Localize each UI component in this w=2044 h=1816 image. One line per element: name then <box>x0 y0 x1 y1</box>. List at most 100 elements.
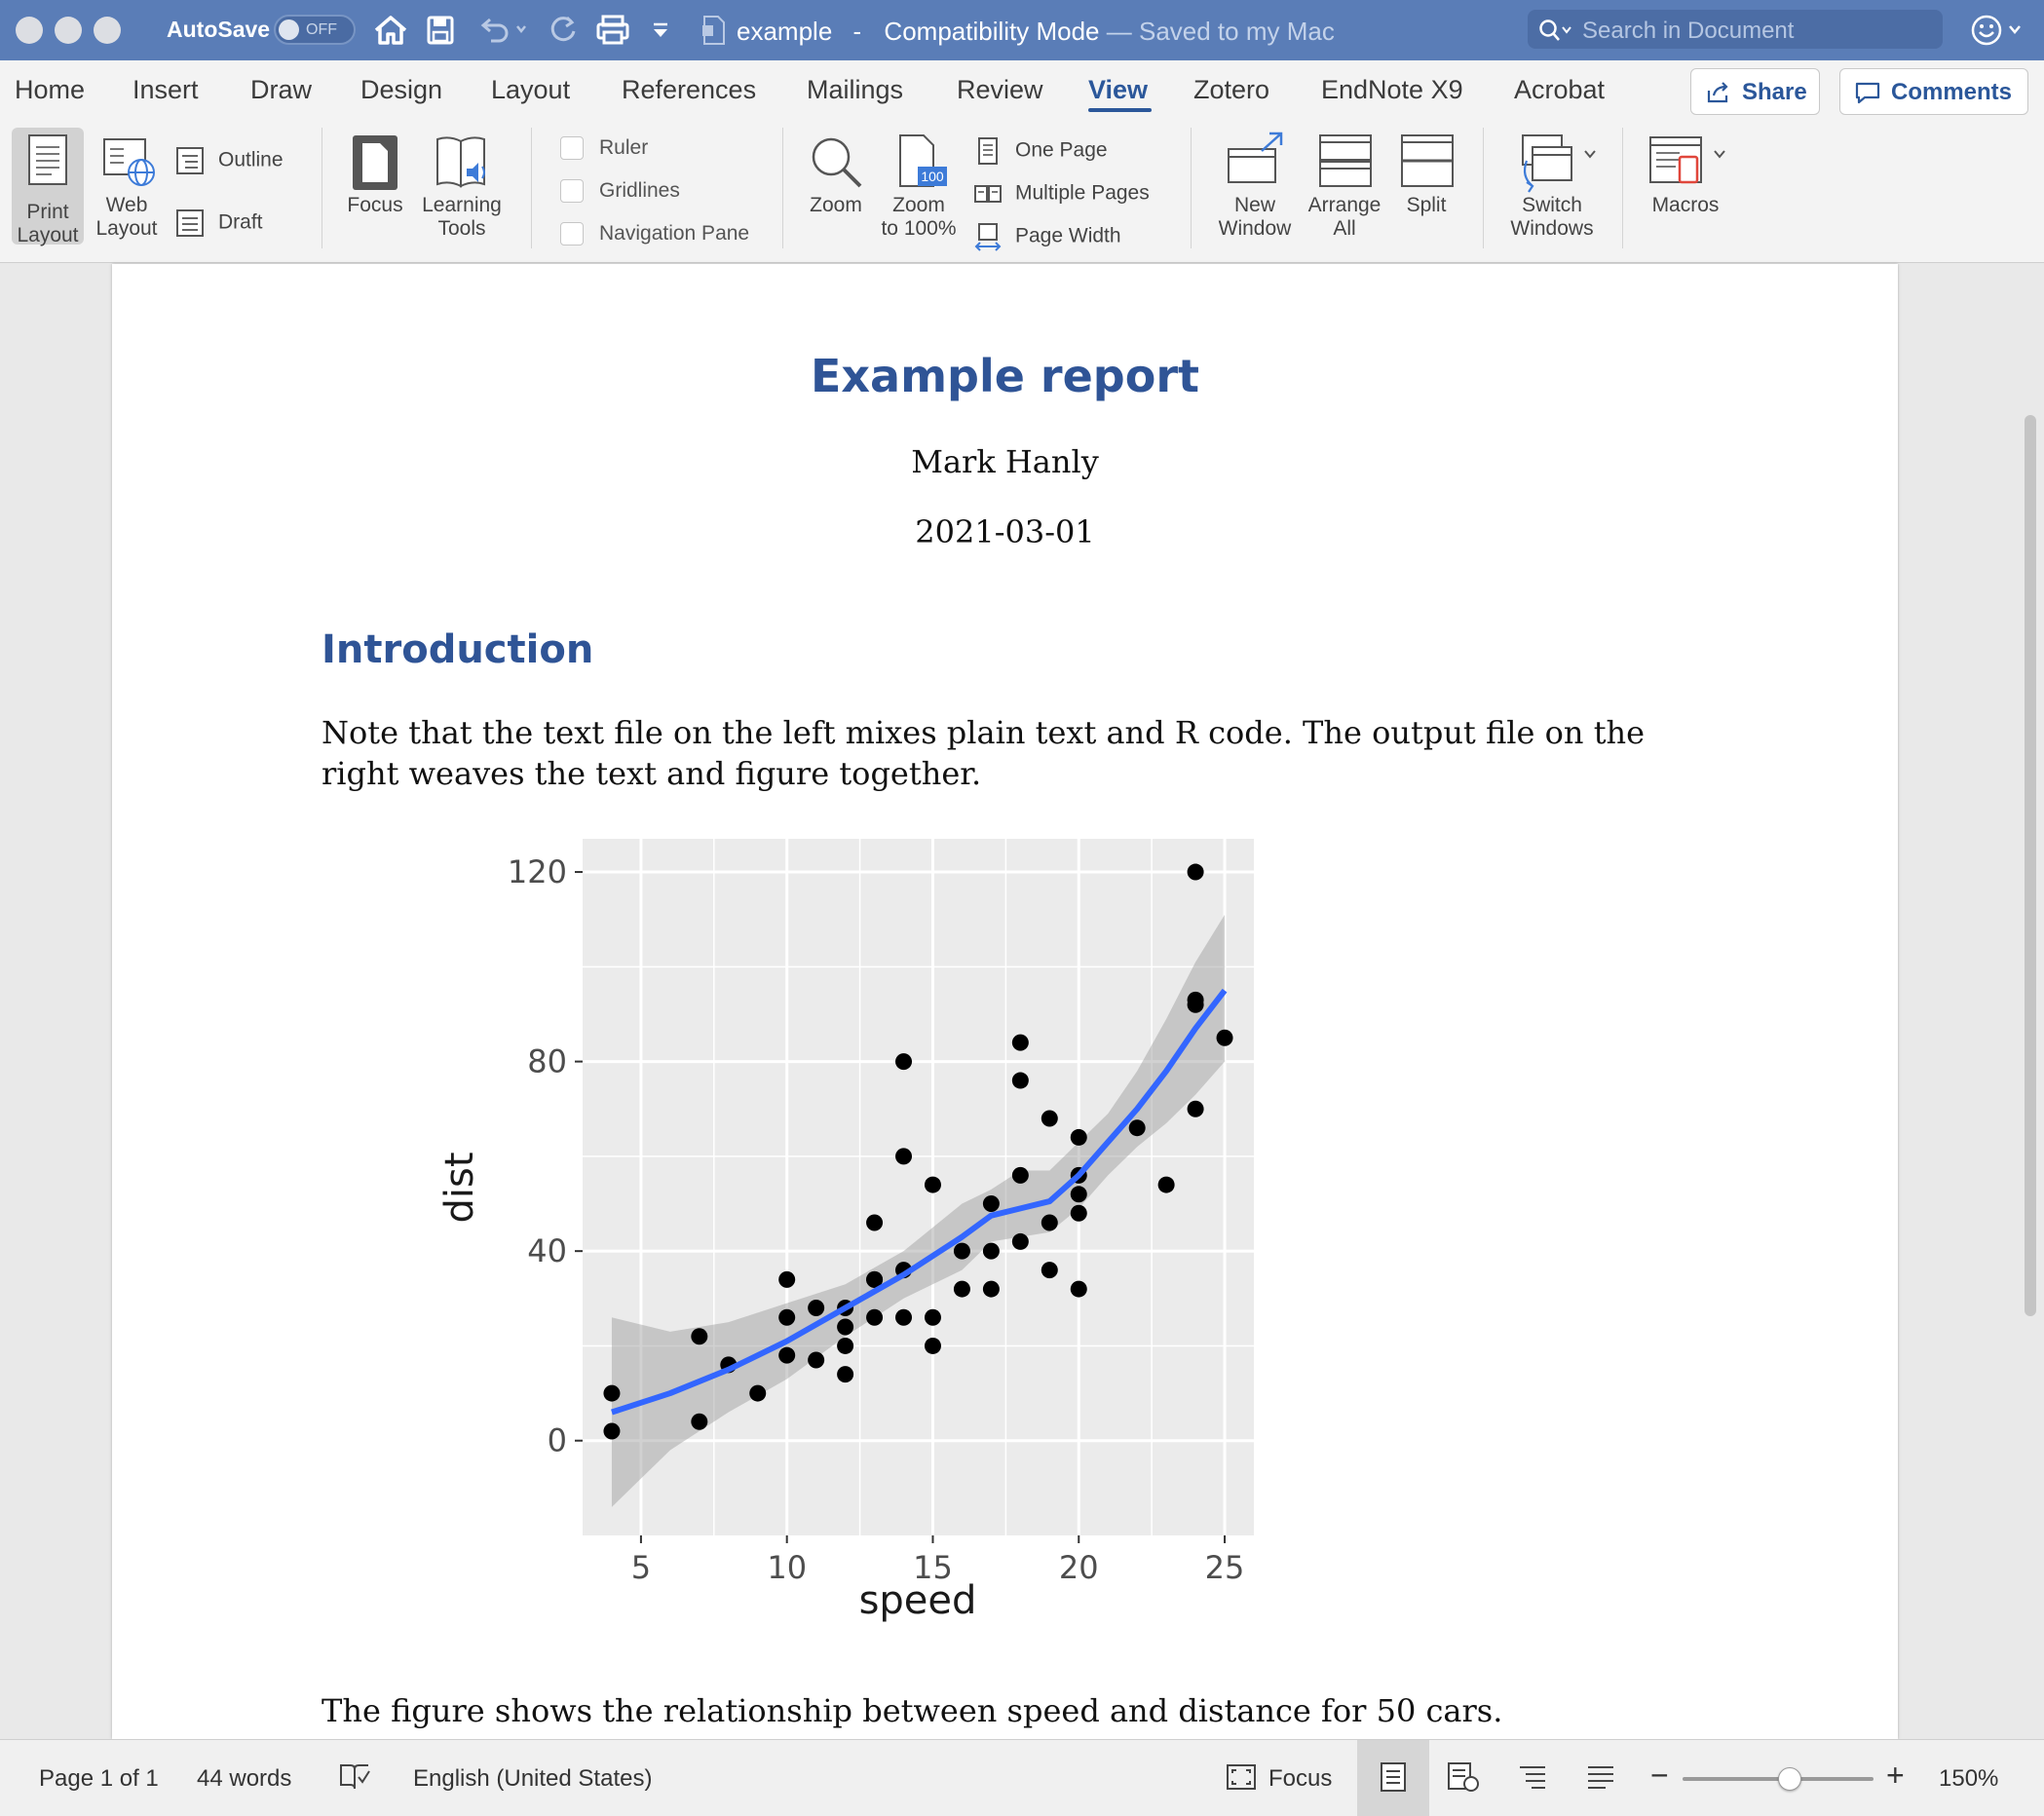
home-icon[interactable] <box>371 12 410 49</box>
document-workspace[interactable]: Example report Mark Hanly 2021-03-01 Int… <box>0 264 2044 1739</box>
outline-button[interactable]: Outline <box>175 146 284 175</box>
word-count[interactable]: 44 words <box>197 1765 292 1792</box>
zoom-slider-knob[interactable] <box>1777 1767 1801 1791</box>
print-layout-icon <box>28 134 67 185</box>
print-icon[interactable] <box>593 12 632 49</box>
web-layout-button[interactable]: Web Layout <box>88 130 166 241</box>
undo-icon[interactable] <box>472 12 530 49</box>
data-point <box>837 1337 854 1354</box>
zoom-button[interactable]: Zoom <box>797 130 875 217</box>
checkbox[interactable] <box>560 179 584 204</box>
redo-icon[interactable] <box>544 12 583 49</box>
minimize-window-button[interactable] <box>55 17 82 44</box>
body-paragraph: Note that the text file on the left mixe… <box>322 714 1646 792</box>
grid-major <box>583 839 1254 1535</box>
document-date: 2021-03-01 <box>915 513 1095 550</box>
focus-label[interactable]: Focus <box>1268 1765 1333 1792</box>
zoom-100-badge: 100 <box>921 169 944 184</box>
tab-acrobat[interactable]: Acrobat <box>1514 75 1606 104</box>
checkbox[interactable] <box>560 222 584 246</box>
new-window-line2: Window <box>1218 217 1292 240</box>
proofing-icon[interactable] <box>337 1761 372 1793</box>
switch-windows-button[interactable]: Switch Windows <box>1497 130 1607 241</box>
draft-button[interactable]: Draft <box>175 208 263 238</box>
page-count[interactable]: Page 1 of 1 <box>39 1765 159 1792</box>
macros-button[interactable]: Macros <box>1637 130 1734 217</box>
share-icon <box>1707 82 1728 103</box>
tab-insert[interactable]: Insert <box>132 75 199 104</box>
ribbon-divider <box>1191 128 1192 248</box>
document-page[interactable]: Example report Mark Hanly 2021-03-01 Int… <box>112 264 1898 1739</box>
tab-endnote[interactable]: EndNote X9 <box>1321 75 1463 104</box>
document-author: Mark Hanly <box>911 443 1099 480</box>
autosave-toggle[interactable]: OFF <box>274 15 356 45</box>
zoom-window-button[interactable] <box>94 17 121 44</box>
section-heading: Introduction <box>322 627 594 672</box>
learning-tools-icon <box>436 136 485 188</box>
y-tick-label: 80 <box>527 1043 567 1080</box>
focus-mode-icon[interactable] <box>1226 1763 1257 1791</box>
tab-view[interactable]: View <box>1088 75 1149 104</box>
ribbon-divider <box>531 128 532 248</box>
x-tick-label: 5 <box>631 1549 651 1586</box>
tab-home[interactable]: Home <box>15 75 86 104</box>
data-point <box>691 1413 708 1430</box>
arrange-all-line1: Arrange <box>1307 194 1382 216</box>
tab-review[interactable]: Review <box>957 75 1043 104</box>
data-point <box>1187 863 1204 881</box>
zoom-in-button[interactable]: + <box>1886 1758 1905 1793</box>
print-layout-view-button[interactable] <box>1357 1740 1429 1816</box>
data-point <box>1011 1166 1029 1184</box>
data-point <box>1216 1029 1233 1046</box>
web-layout-line2: Layout <box>95 217 158 240</box>
tab-references[interactable]: References <box>622 75 757 104</box>
new-window-button[interactable]: New Window <box>1210 130 1300 241</box>
close-window-button[interactable] <box>16 17 43 44</box>
vertical-scrollbar[interactable] <box>2025 415 2036 1316</box>
y-axis: 0 40 80 120 <box>508 853 583 1459</box>
customize-toolbar-icon[interactable] <box>643 12 678 49</box>
data-point <box>1070 1280 1087 1298</box>
outline-view-icon[interactable] <box>1516 1761 1549 1793</box>
learning-tools-button[interactable]: Learning Tools <box>417 130 507 241</box>
data-point <box>1157 1176 1175 1193</box>
navigation-pane-checkbox[interactable]: Navigation Pane <box>560 222 749 246</box>
one-page-button[interactable]: One Page <box>974 136 1108 166</box>
zoom-slider[interactable] <box>1683 1767 1874 1791</box>
word-document-icon <box>700 12 729 49</box>
gridlines-checkbox[interactable]: Gridlines <box>560 179 680 204</box>
zoom-100-button[interactable]: 100 Zoom to 100% <box>877 130 961 241</box>
tab-mailings[interactable]: Mailings <box>807 75 904 104</box>
print-layout-button[interactable] <box>12 128 84 245</box>
save-icon[interactable] <box>421 12 460 49</box>
tab-design[interactable]: Design <box>360 75 443 104</box>
language[interactable]: English (United States) <box>413 1765 653 1792</box>
data-point <box>1070 1186 1087 1203</box>
checkbox[interactable] <box>560 136 584 161</box>
comments-button[interactable]: Comments <box>1839 68 2028 115</box>
page-width-button[interactable]: Page Width <box>974 222 1121 251</box>
focus-button[interactable]: Focus <box>336 130 414 217</box>
tab-layout[interactable]: Layout <box>491 75 571 104</box>
search-document-input[interactable]: Search in Document <box>1528 10 1943 49</box>
tab-draw[interactable]: Draw <box>250 75 313 104</box>
feedback-smiley-icon[interactable] <box>1968 12 2026 49</box>
zoom-out-button[interactable]: − <box>1650 1758 1669 1793</box>
data-point <box>778 1308 796 1326</box>
arrange-all-button[interactable]: Arrange All <box>1300 130 1389 241</box>
page-width-label: Page Width <box>1015 224 1121 247</box>
draft-view-icon[interactable] <box>1584 1761 1617 1793</box>
web-layout-view-icon[interactable] <box>1446 1761 1481 1793</box>
smooth-fit-line <box>611 988 1228 1416</box>
ruler-checkbox[interactable]: Ruler <box>560 136 648 161</box>
split-button[interactable]: Split <box>1387 130 1465 217</box>
multiple-pages-button[interactable]: Multiple Pages <box>974 179 1150 208</box>
data-point <box>982 1280 1000 1298</box>
data-point <box>1011 1034 1029 1051</box>
figure-caption: The figure shows the relationship betwee… <box>322 1692 1503 1729</box>
zoom-level[interactable]: 150% <box>1939 1765 1999 1792</box>
share-button[interactable]: Share <box>1690 68 1820 115</box>
tab-zotero[interactable]: Zotero <box>1193 75 1270 104</box>
ribbon-divider <box>1483 128 1484 248</box>
data-point <box>1011 1232 1029 1250</box>
